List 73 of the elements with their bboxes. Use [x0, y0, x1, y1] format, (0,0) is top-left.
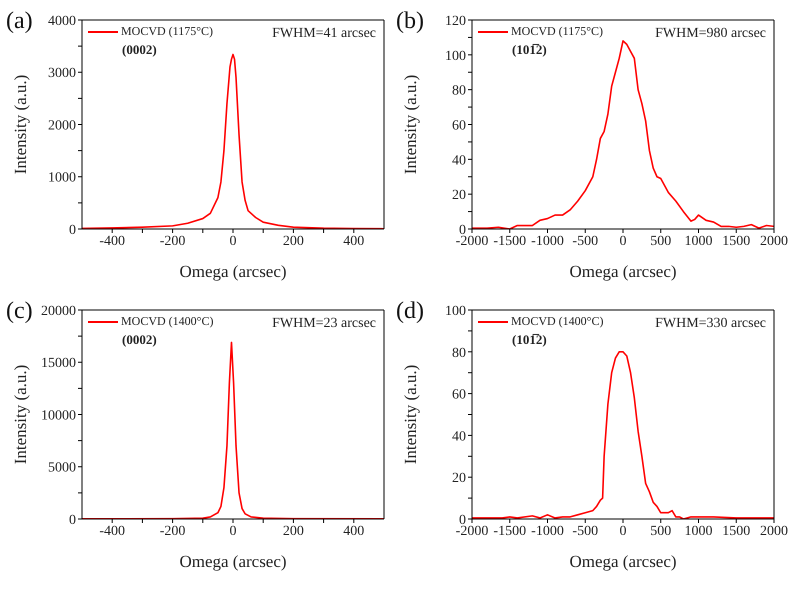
x-axis-title: Omega (arcsec): [179, 262, 287, 281]
y-axis-title: Intensity (a.u.): [11, 74, 30, 174]
x-tick-label: 0: [620, 524, 626, 539]
x-tick-label: -200: [160, 524, 186, 539]
chart-title: (d): [396, 298, 424, 325]
y-tick-label: 20: [452, 188, 466, 204]
y-tick-label: 20000: [41, 304, 76, 319]
y-axis-title: Intensity (a.u.): [401, 74, 420, 174]
x-tick-label: 400: [343, 234, 364, 249]
y-tick-label: 20: [452, 471, 466, 486]
y-tick-label: 15000: [41, 356, 76, 372]
y-tick-label: 120: [445, 14, 466, 29]
x-tick-label: -200: [160, 234, 186, 249]
x-tick-label: 1000: [684, 524, 712, 539]
y-tick-label: 60: [452, 118, 466, 134]
x-tick-label: -1500: [493, 234, 526, 249]
x-tick-label: 200: [282, 234, 304, 249]
annotation: FWHM=980 arcsec: [655, 26, 766, 42]
legend-label: MOCVD (1175°C): [511, 24, 604, 39]
y-tick-label: 10000: [41, 408, 76, 424]
y-tick-label: 5000: [48, 460, 76, 476]
legend-label: MOCVD (1400°C): [121, 314, 214, 329]
y-tick-label: 100: [445, 304, 466, 319]
annotation: (0002): [122, 332, 157, 348]
legend-label: MOCVD (1175°C): [121, 24, 214, 39]
x-tick-label: 2000: [760, 234, 788, 249]
chart-title: (a): [6, 8, 33, 35]
x-tick-label: -2000: [456, 524, 488, 539]
x-tick-label: 200: [282, 524, 304, 539]
x-tick-label: 500: [650, 524, 672, 539]
x-axis-title: Omega (arcsec): [179, 552, 287, 571]
x-tick-label: 1500: [722, 524, 750, 539]
x-axis-title: Omega (arcsec): [569, 552, 677, 571]
y-tick-label: 100: [445, 48, 466, 64]
y-tick-label: 80: [452, 84, 466, 99]
annotation: (0002): [122, 42, 157, 58]
legend-label: MOCVD (1400°C): [511, 314, 604, 329]
y-axis-title: Intensity (a.u.): [401, 364, 420, 464]
x-tick-label: 500: [650, 234, 672, 249]
y-axis-title: Intensity (a.u.): [11, 364, 30, 464]
y-tick-label: 4000: [48, 14, 76, 29]
x-tick-label: 2000: [760, 524, 788, 539]
x-tick-label: 1500: [722, 234, 750, 249]
x-tick-label: -1000: [531, 234, 564, 249]
y-tick-label: 60: [452, 388, 466, 403]
x-tick-label: -2000: [456, 234, 488, 249]
x-tick-label: 0: [230, 524, 236, 539]
annotation: (101̅2): [512, 332, 547, 348]
y-tick-label: 0: [69, 512, 76, 528]
x-tick-label: -500: [572, 234, 598, 249]
annotation: FWHM=330 arcsec: [655, 316, 766, 332]
y-tick-label: 40: [452, 429, 466, 444]
chart-title: (b): [396, 8, 424, 35]
y-tick-label: 80: [452, 346, 466, 361]
y-tick-label: 0: [69, 222, 76, 238]
x-tick-label: -400: [99, 524, 126, 539]
x-axis-title: Omega (arcsec): [569, 262, 677, 281]
annotation: FWHM=23 arcsec: [272, 316, 376, 332]
y-tick-label: 3000: [48, 66, 76, 82]
chart-title: (c): [6, 298, 33, 325]
x-tick-label: 0: [620, 234, 626, 249]
x-tick-label: -500: [572, 524, 598, 539]
y-tick-label: 2000: [48, 118, 76, 134]
x-tick-label: 400: [343, 524, 364, 539]
x-tick-label: -1500: [493, 524, 526, 539]
y-tick-label: 40: [452, 153, 466, 168]
x-tick-label: -400: [99, 234, 126, 249]
annotation: FWHM=41 arcsec: [272, 26, 376, 42]
y-tick-label: 1000: [48, 170, 76, 186]
annotation: (101̅2): [512, 42, 547, 58]
x-tick-label: 0: [230, 234, 236, 249]
x-tick-label: -1000: [531, 524, 564, 539]
x-tick-label: 1000: [684, 234, 712, 249]
